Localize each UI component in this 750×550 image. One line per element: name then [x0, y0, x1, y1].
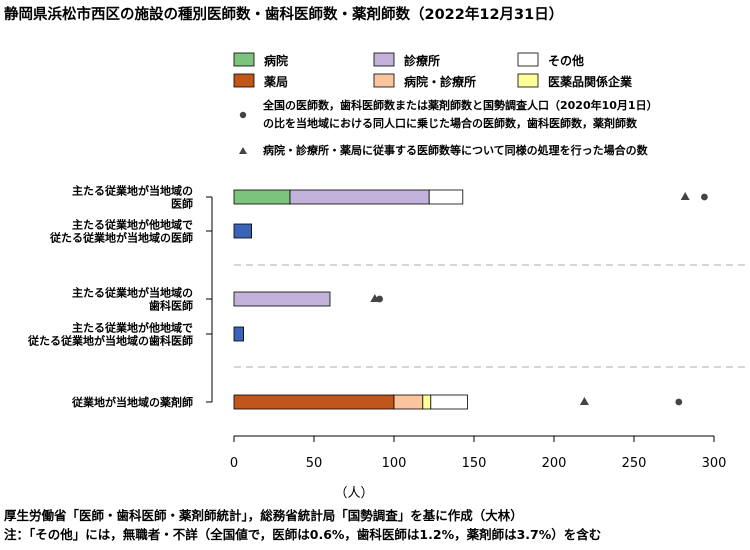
reference-circle [701, 193, 708, 201]
legend-swatch-hosp_clinic [373, 73, 395, 88]
x-tick-label: 0 [230, 456, 238, 471]
other-note: 注：「その他」には，無職者・不詳（全国値で，医師は0.6%，歯科医師は1.2%，… [4, 527, 602, 542]
bar-segment-other [430, 394, 468, 410]
row-label: 主たる従業地が当地域の [72, 184, 193, 198]
row-label: 従たる従業地が当地域の医師 [49, 231, 193, 245]
x-axis-label: （人） [334, 486, 373, 500]
legend-triangle-marker [239, 147, 247, 154]
row-label: 医師 [171, 197, 193, 211]
legend-label-other: その他 [548, 53, 584, 68]
reference-circle [675, 398, 683, 406]
reference-triangle [680, 192, 690, 200]
marker-legend-text: 病院・診療所・薬局に従事する医師数等について同様の処理を行った場合の数 [263, 143, 649, 157]
row-label: 主たる従業地が他地域で [72, 218, 193, 232]
bar-segment-single_blue [233, 326, 244, 342]
legend-swatch-hospital [233, 52, 255, 67]
legend-swatch-clinic [373, 52, 395, 67]
marker-legend-text: 全国の医師数，歯科医師数または薬剤師数と国勢調査人口（2020年10月1日） [262, 98, 658, 112]
group-separators [234, 264, 750, 368]
x-tick-label: 250 [622, 456, 647, 471]
legend-label-pharmacy: 薬局 [264, 74, 288, 89]
bar-segment-clinic [233, 291, 331, 307]
x-tick-label: 300 [702, 456, 727, 471]
category-axis: 主たる従業地が当地域の医師主たる従業地が他地域で従たる従業地が当地域の医師主たる… [27, 184, 213, 409]
legend-label-pharma_company: 医薬品関係企業 [548, 74, 633, 89]
bar-segment-clinic [289, 189, 430, 205]
bar-segment-other [428, 189, 464, 205]
x-tick-label: 50 [306, 456, 323, 471]
x-tick-label: 150 [462, 456, 487, 471]
row-label: 主たる従業地が他地域で [72, 321, 193, 335]
bars [233, 189, 468, 410]
bar-segment-pharma_company [422, 394, 432, 410]
reference-triangle [579, 397, 589, 405]
legend-circle-marker [239, 111, 247, 119]
row-label: 従業地が当地域の薬剤師 [71, 395, 193, 409]
row-label: 主たる従業地が当地域の [72, 286, 193, 300]
source-note: 厚生労働省「医師・歯科医師・薬剤師統計」，総務省統計局「国勢調査」を基に作成（大… [4, 508, 523, 523]
legend-swatch-other [517, 52, 539, 67]
x-axis: 0 50 100 150 200 250 300 （人） [230, 435, 727, 500]
legend-swatch-pharmacy [233, 73, 255, 88]
legend-label-hosp_clinic: 病院・診療所 [404, 74, 476, 89]
row-label: 歯科医師 [149, 299, 193, 313]
x-tick-label: 200 [542, 456, 567, 471]
x-tick-label: 100 [382, 456, 407, 471]
legend-label-hospital: 病院 [264, 53, 288, 68]
bar-segment-pharmacy [233, 394, 395, 410]
legend-label-clinic: 診療所 [404, 53, 440, 68]
reference-triangle [370, 294, 380, 302]
legend-swatch-pharma_company [517, 73, 539, 88]
chart-title: 静岡県浜松市西区の施設の種別医師数・歯科医師数・薬剤師数（2022年12月31日… [4, 7, 564, 23]
reference-markers [370, 192, 708, 406]
bar-segment-single_blue [233, 223, 253, 239]
row-label: 従たる従業地が当地域の歯科医師 [27, 334, 193, 348]
bar-segment-hospital [233, 189, 291, 205]
marker-legend-text: の比を当地域における同人口に乗じた場合の医師数，歯科医師数，薬剤師数 [263, 116, 638, 130]
bar-segment-hosp_clinic [393, 394, 424, 410]
